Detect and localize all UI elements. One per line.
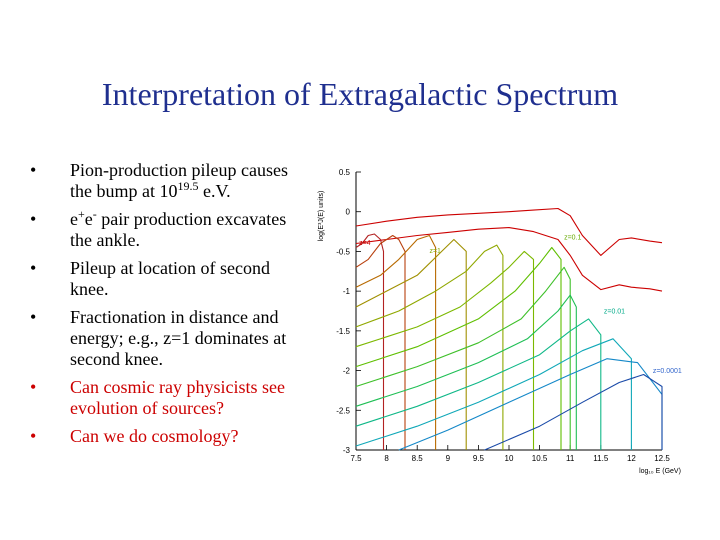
- x-tick-label: 12: [627, 454, 636, 463]
- spectrum-chart: 7.5 8 8.5 9 9.5 10 10.5 11 11.5 12 12.5 0.5 0 -0.5 -1 -…: [310, 160, 710, 485]
- annotation-label: z=0.0001: [653, 368, 682, 375]
- series-line: [355, 238, 467, 450]
- bullet-text: Pileup at location of second knee.: [70, 258, 270, 299]
- series-line: [355, 294, 577, 450]
- x-axis-label: log₁₀ E (GeV): [639, 468, 681, 475]
- x-tick-label: 11: [566, 454, 575, 463]
- series-line: [355, 246, 562, 450]
- bullet-superscript: 19.5: [177, 179, 199, 193]
- x-tick-label: 7.5: [350, 454, 362, 463]
- series-line: [355, 234, 437, 450]
- x-tick-label: 8.5: [412, 454, 424, 463]
- x-tick-label: 10.5: [532, 454, 548, 463]
- series-line: [355, 338, 632, 450]
- slide-title: Interpretation of Extragalactic Spectrum: [101, 76, 619, 112]
- y-tick-label: 0: [346, 208, 351, 217]
- x-tick-label: 9: [446, 454, 451, 463]
- bullet-icon: •: [30, 160, 37, 180]
- series-line: [355, 233, 385, 450]
- series-line: [355, 250, 535, 450]
- y-tick-label: 0.5: [339, 168, 351, 177]
- series-line: [355, 266, 571, 450]
- bullet-text: Pion-production pileup causes the bump a…: [70, 160, 288, 201]
- series-line: [355, 234, 406, 450]
- bullet-icon: •: [30, 426, 37, 446]
- series-line: [398, 358, 663, 451]
- bullet-list: • Pion-production pileup causes the bump…: [30, 160, 305, 454]
- bullet-item: • Fractionation in distance and energy; …: [30, 307, 305, 370]
- x-tick-label: 8: [384, 454, 389, 463]
- spectrum-chart-svg: 7.5 8 8.5 9 9.5 10 10.5 11 11.5 12 12.5 0.5 0 -0.5 -1 -…: [318, 168, 682, 475]
- series-line: [355, 318, 602, 450]
- y-tick-label: -1.5: [336, 327, 350, 336]
- bullet-text: Can we do cosmology?: [70, 426, 239, 446]
- bullet-text: e.V.: [198, 181, 231, 201]
- bullet-text: pair production excavates the ankle.: [70, 209, 287, 250]
- bullet-superscript: -: [92, 207, 97, 221]
- annotation-label: z=0.1: [564, 235, 581, 242]
- y-axis-label: log(E³J(E) units): [318, 191, 325, 242]
- bullet-item: • Pileup at location of second knee.: [30, 258, 305, 300]
- bullet-item: • e+e- pair production excavates the ank…: [30, 207, 305, 251]
- x-tick-label: 12.5: [654, 454, 670, 463]
- bullet-text: Can cosmic ray physicists see evolution …: [70, 377, 285, 418]
- annotation-label: z=1: [429, 248, 441, 255]
- bullet-text: Fractionation in distance and energy; e.…: [70, 307, 287, 369]
- annotation-label: z=4: [359, 240, 371, 247]
- series-line: [355, 227, 663, 292]
- bullet-text: e: [70, 209, 78, 229]
- x-tick-label: 10: [505, 454, 514, 463]
- series-line: [355, 207, 663, 256]
- x-tick-label: 9.5: [473, 454, 485, 463]
- series-line: [355, 244, 504, 450]
- bullet-icon: •: [30, 258, 37, 278]
- bullet-icon: •: [30, 377, 37, 397]
- y-tick-label: -2.5: [336, 406, 350, 415]
- bullet-superscript: +: [78, 207, 85, 221]
- bullet-icon: •: [30, 209, 37, 229]
- y-tick-label: -2: [343, 367, 351, 376]
- bullet-icon: •: [30, 307, 37, 327]
- bullet-item: • Can cosmic ray physicists see evolutio…: [30, 377, 305, 419]
- bullet-text: e: [84, 209, 93, 229]
- bullet-item: • Pion-production pileup causes the bump…: [30, 160, 305, 202]
- series-line: [484, 373, 663, 451]
- y-tick-label: -3: [343, 446, 351, 455]
- y-tick-label: -0.5: [336, 247, 350, 256]
- y-tick-label: -1: [343, 287, 351, 296]
- x-tick-label: 11.5: [593, 454, 609, 463]
- annotation-label: z=0.01: [604, 308, 625, 315]
- bullet-item: • Can we do cosmology?: [30, 426, 305, 447]
